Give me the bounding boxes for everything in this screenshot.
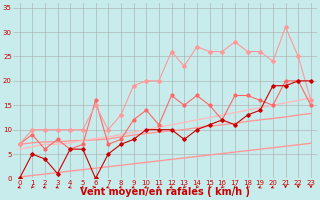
X-axis label: Vent moyen/en rafales ( km/h ): Vent moyen/en rafales ( km/h ): [80, 187, 250, 197]
